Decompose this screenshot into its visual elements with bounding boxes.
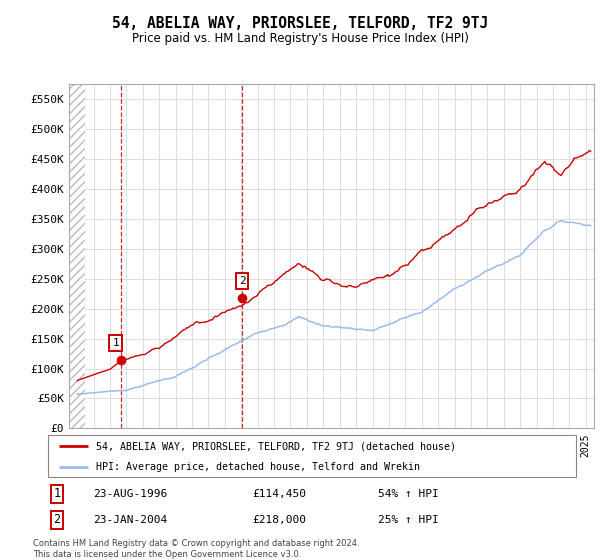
Text: 2: 2 (53, 513, 61, 526)
Text: Price paid vs. HM Land Registry's House Price Index (HPI): Price paid vs. HM Land Registry's House … (131, 32, 469, 45)
Text: 54, ABELIA WAY, PRIORSLEE, TELFORD, TF2 9TJ (detached house): 54, ABELIA WAY, PRIORSLEE, TELFORD, TF2 … (95, 441, 455, 451)
Text: 1: 1 (53, 487, 61, 501)
Text: 25% ↑ HPI: 25% ↑ HPI (378, 515, 439, 525)
FancyBboxPatch shape (48, 435, 576, 477)
Text: 23-JAN-2004: 23-JAN-2004 (93, 515, 167, 525)
Text: £218,000: £218,000 (252, 515, 306, 525)
Text: 23-AUG-1996: 23-AUG-1996 (93, 489, 167, 499)
Text: £114,450: £114,450 (252, 489, 306, 499)
Text: 1: 1 (112, 338, 119, 348)
Text: Contains HM Land Registry data © Crown copyright and database right 2024.
This d: Contains HM Land Registry data © Crown c… (33, 539, 359, 559)
Text: 2: 2 (239, 276, 245, 286)
Bar (69, 84, 85, 428)
Text: 54, ABELIA WAY, PRIORSLEE, TELFORD, TF2 9TJ: 54, ABELIA WAY, PRIORSLEE, TELFORD, TF2 … (112, 16, 488, 31)
Text: 54% ↑ HPI: 54% ↑ HPI (378, 489, 439, 499)
Text: HPI: Average price, detached house, Telford and Wrekin: HPI: Average price, detached house, Telf… (95, 462, 419, 472)
